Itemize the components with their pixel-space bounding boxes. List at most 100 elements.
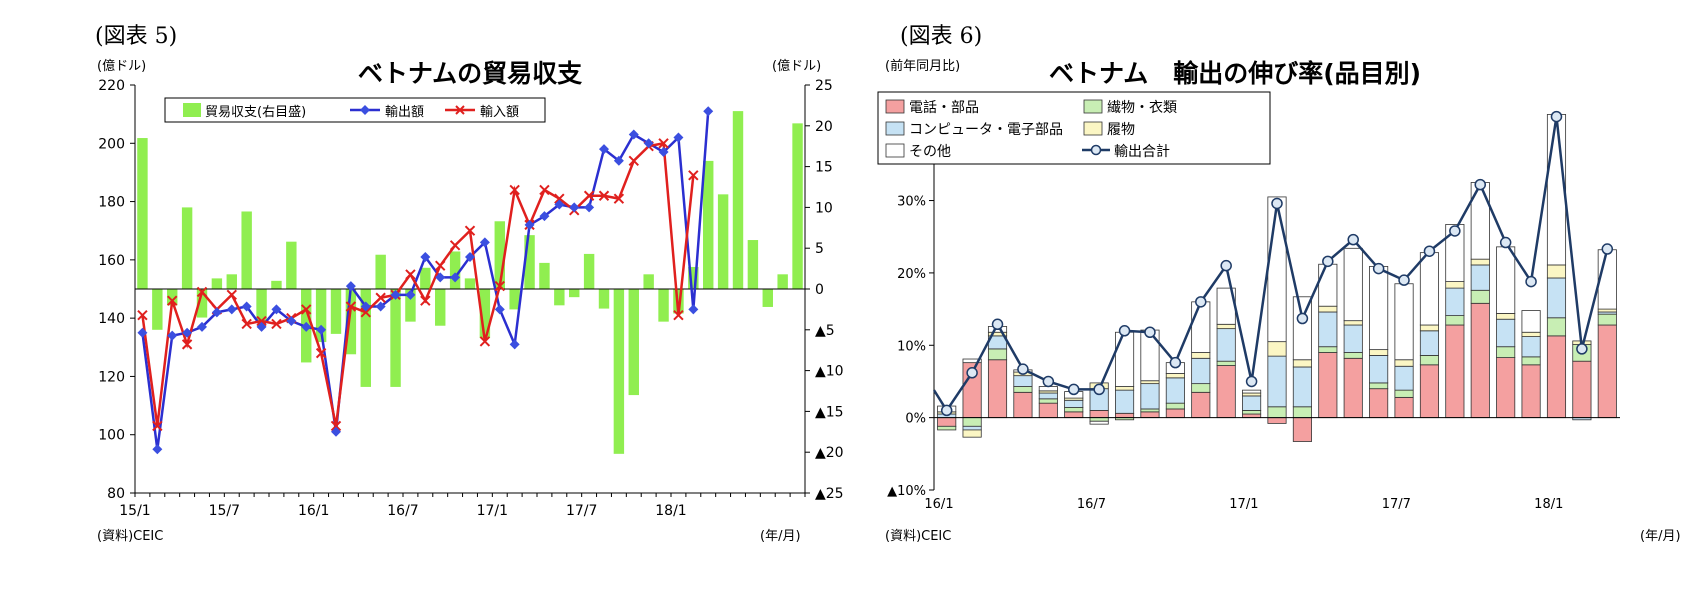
exports-marker bbox=[599, 144, 609, 155]
exports-marker bbox=[688, 304, 699, 315]
bar-footwear bbox=[1115, 386, 1135, 391]
exports-marker bbox=[494, 304, 505, 315]
exports-marker bbox=[465, 251, 475, 262]
y-left-tick-label: 80 bbox=[107, 486, 125, 502]
chart-title: ベトナムの貿易収支 bbox=[358, 59, 582, 88]
exports-marker bbox=[271, 304, 282, 315]
y-right-tick-label: 25 bbox=[815, 78, 833, 94]
balance-bar bbox=[271, 280, 282, 289]
legend: 貿易収支(右目盛) 輸出額 輸入額 bbox=[164, 97, 546, 123]
x-tick-label: 16/1 bbox=[924, 497, 953, 512]
legend-swatch-footwear bbox=[1083, 121, 1103, 136]
bar-textiles bbox=[1165, 402, 1185, 410]
imports-marker bbox=[137, 310, 148, 321]
bar-computers bbox=[1242, 395, 1262, 411]
bar-computers bbox=[1292, 366, 1312, 408]
balance-bar bbox=[792, 123, 803, 290]
bar-textiles bbox=[1013, 386, 1033, 393]
exports-marker bbox=[182, 327, 193, 338]
total-marker bbox=[1118, 325, 1131, 337]
bar-other bbox=[1191, 301, 1211, 353]
imports-marker bbox=[479, 336, 491, 347]
bar-phones bbox=[1496, 357, 1516, 419]
imports-marker bbox=[628, 155, 639, 166]
balance-bar bbox=[628, 289, 639, 396]
balance-bar bbox=[762, 289, 773, 307]
y-left-tick-label: 100 bbox=[98, 428, 125, 444]
bar-phones bbox=[1419, 364, 1439, 419]
bar-other bbox=[1546, 114, 1567, 266]
balance-bar bbox=[405, 289, 416, 322]
balance-bar bbox=[658, 289, 669, 322]
bar-phones bbox=[1089, 409, 1109, 419]
bar-phones bbox=[1242, 413, 1262, 419]
total-marker bbox=[1347, 233, 1359, 246]
bar-phones bbox=[987, 359, 1008, 419]
exports-marker bbox=[613, 155, 624, 166]
exports-marker bbox=[584, 202, 595, 213]
balance-bar bbox=[613, 289, 625, 454]
imports-marker bbox=[241, 318, 252, 330]
imports-marker bbox=[271, 318, 282, 330]
bar-computers bbox=[1496, 318, 1516, 348]
exports-marker bbox=[390, 289, 401, 300]
bar-textiles bbox=[1470, 289, 1490, 304]
bar-phones bbox=[1115, 412, 1135, 419]
bar-computers bbox=[1191, 357, 1211, 385]
balance-bar bbox=[226, 274, 237, 289]
balance-bar bbox=[717, 194, 729, 289]
unit-note: (年/月) bbox=[1640, 529, 1681, 544]
source-note: (資料)CEIC bbox=[885, 529, 951, 544]
bar-textiles bbox=[1419, 355, 1439, 366]
bar-other bbox=[1267, 196, 1287, 343]
balance-bar bbox=[435, 289, 446, 326]
bar-computers bbox=[1064, 399, 1084, 408]
balance-bar bbox=[420, 267, 431, 289]
bar-footwear bbox=[1292, 359, 1312, 368]
x-tick-label: 17/1 bbox=[477, 503, 508, 519]
legend-marker-imports bbox=[455, 105, 465, 115]
legend-swatch-phones bbox=[885, 99, 905, 114]
bar-computers bbox=[1165, 377, 1185, 404]
bar-phones bbox=[1140, 411, 1160, 419]
bar-other bbox=[1242, 389, 1262, 394]
bar-phones bbox=[1394, 396, 1414, 419]
bar-computers bbox=[1013, 375, 1033, 387]
y-right-tick-label: ▲25 bbox=[815, 486, 844, 502]
exports-marker bbox=[420, 251, 431, 262]
exports-marker bbox=[331, 426, 341, 437]
bar-phones bbox=[1267, 417, 1287, 424]
balance-bar bbox=[777, 274, 788, 289]
bar-footwear bbox=[1216, 323, 1236, 330]
legend-box bbox=[877, 91, 1271, 165]
source-note: (資料)CEIC bbox=[97, 529, 163, 544]
legend-label-phones: 電話・部品 bbox=[909, 99, 979, 116]
legend-swatch-balance bbox=[183, 103, 201, 117]
bar-textiles bbox=[1191, 383, 1211, 393]
x-tick-label: 18/1 bbox=[1534, 497, 1563, 512]
imports-marker bbox=[539, 184, 550, 196]
total-marker bbox=[1271, 197, 1283, 210]
balance-bar bbox=[583, 253, 595, 289]
bar-footwear bbox=[1521, 331, 1541, 337]
bar-other bbox=[1394, 283, 1414, 361]
exports-marker bbox=[703, 106, 714, 117]
total-marker bbox=[1220, 259, 1232, 272]
imports-marker bbox=[658, 138, 669, 149]
imports-marker bbox=[673, 310, 684, 321]
bar-computers bbox=[1521, 336, 1541, 358]
legend-label-exports: 輸出額 bbox=[385, 105, 424, 120]
chart-title: ベトナム 輸出の伸び率(品目別) bbox=[1049, 59, 1421, 88]
bar-textiles bbox=[1496, 346, 1516, 358]
imports-marker bbox=[301, 304, 312, 315]
bar-computers bbox=[1216, 328, 1236, 362]
balance-bar bbox=[643, 274, 654, 289]
y-right-tick-label: ▲5 bbox=[815, 323, 835, 339]
y-left-tick-label: 180 bbox=[98, 195, 125, 211]
exports-marker bbox=[569, 202, 580, 213]
bar-phones bbox=[1343, 357, 1363, 419]
figure-5: (図表 5) ベトナムの貿易収支 (億ドル) (億ドル) 80 100 120 140 160… bbox=[95, 24, 844, 544]
balance-bar bbox=[464, 278, 476, 289]
imports-marker bbox=[167, 295, 178, 306]
